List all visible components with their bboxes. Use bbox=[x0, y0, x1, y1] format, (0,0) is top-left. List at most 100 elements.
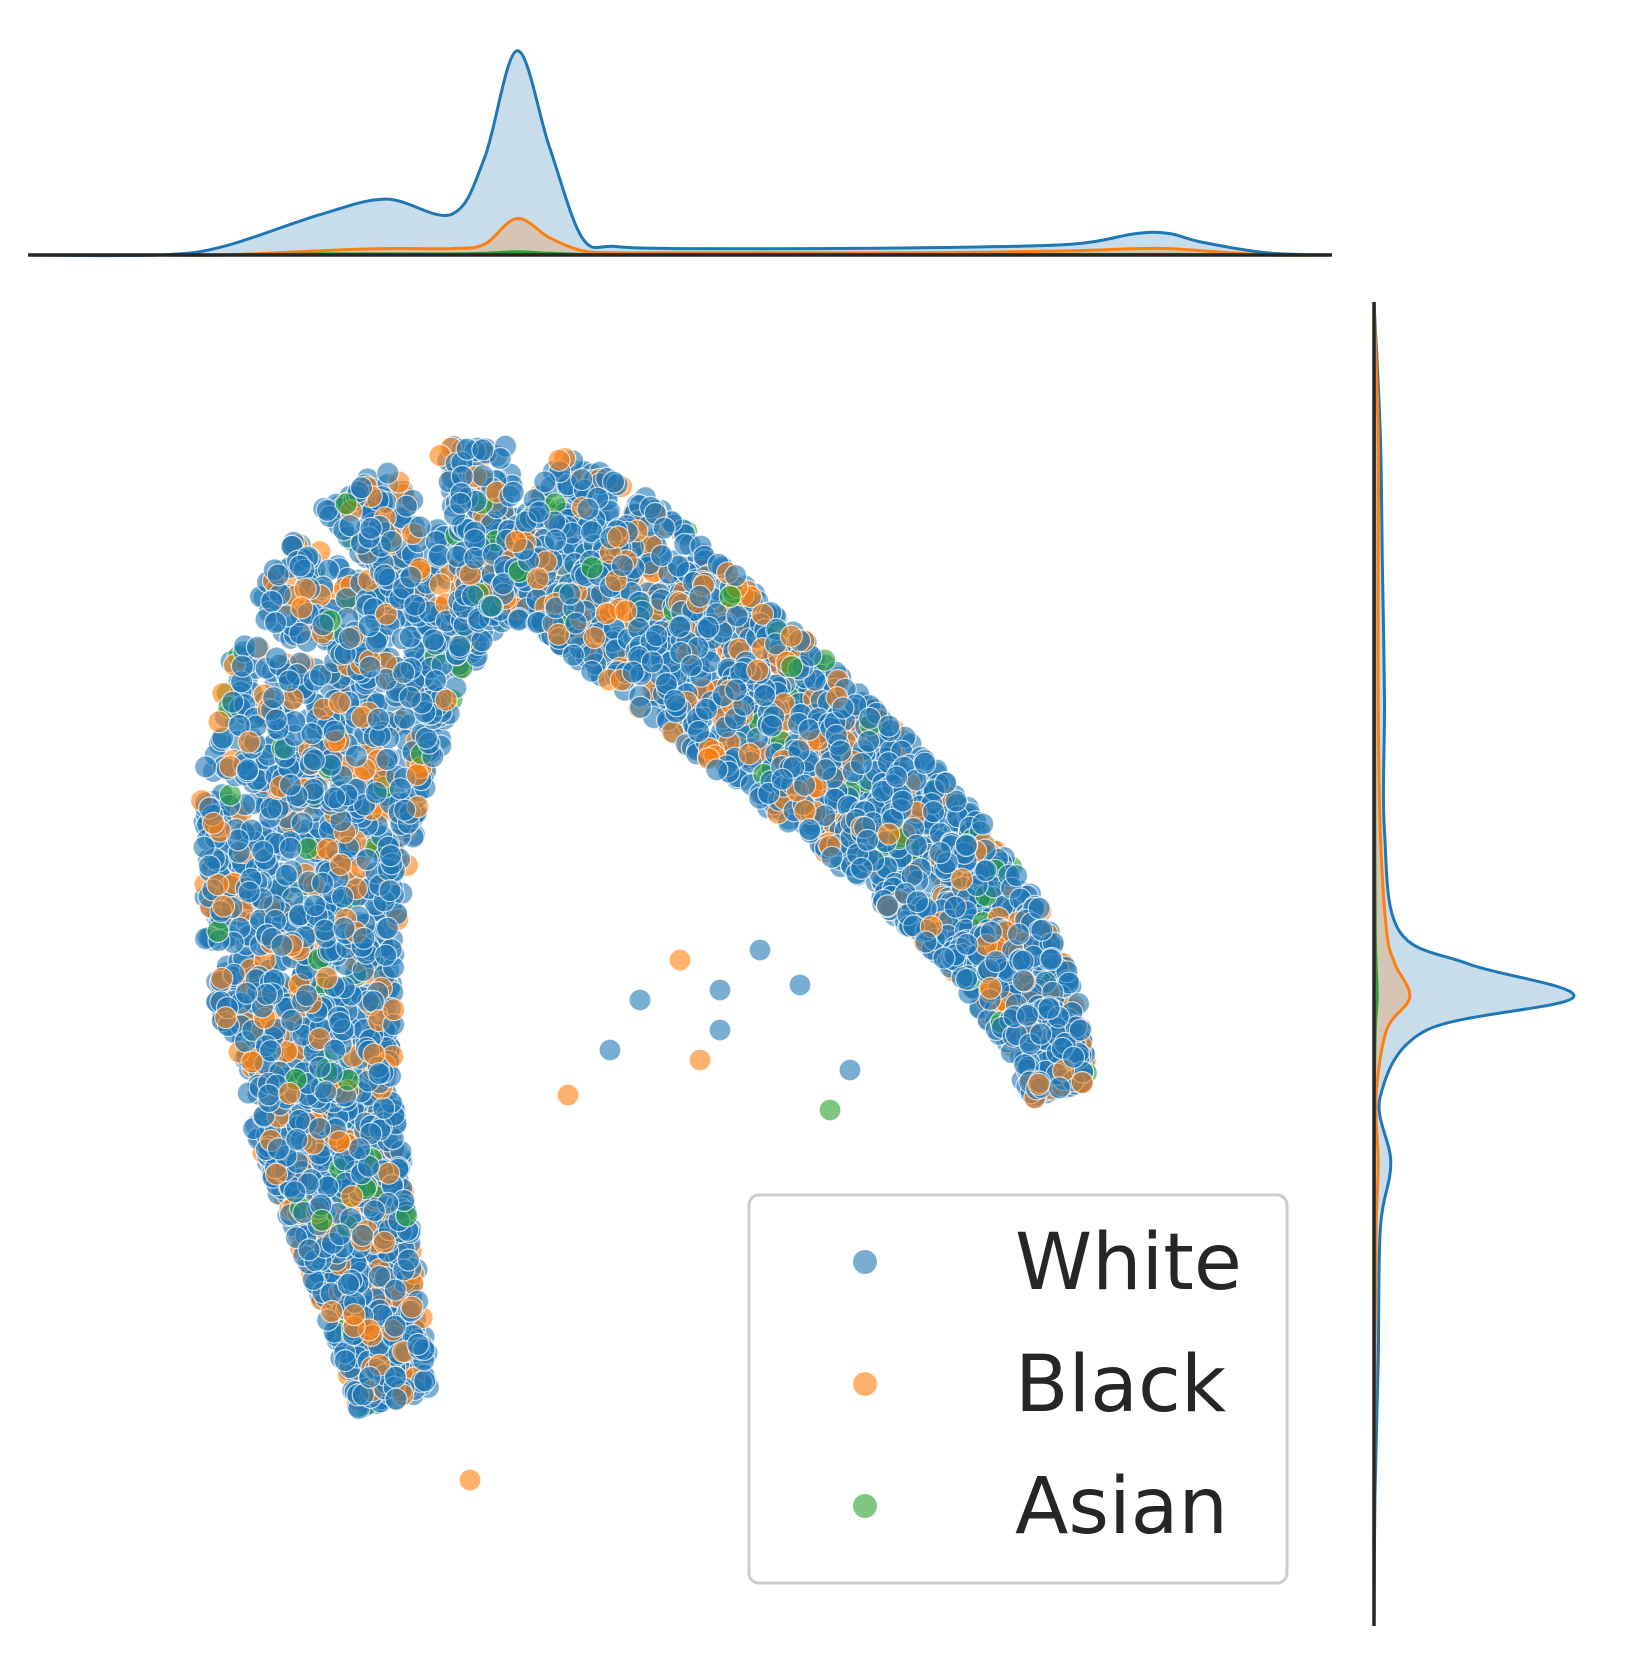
scatter-point-white bbox=[667, 615, 692, 639]
scatter-point-white bbox=[760, 714, 784, 738]
scatter-point-white bbox=[1047, 1076, 1072, 1100]
scatter-point-white bbox=[379, 844, 403, 868]
scatter-point-white bbox=[251, 839, 275, 864]
scatter-point-white bbox=[621, 660, 645, 684]
scatter-point-white bbox=[349, 476, 374, 500]
scatter-point-white bbox=[856, 729, 881, 754]
scatter-point-black bbox=[737, 742, 762, 766]
scatter-point-white bbox=[388, 777, 412, 801]
scatter-point-white bbox=[576, 497, 600, 521]
scatter-point-white bbox=[449, 491, 473, 515]
scatter-point-white bbox=[287, 1108, 311, 1133]
scatter-point-black bbox=[746, 658, 770, 682]
scatter-point-black bbox=[377, 1161, 401, 1185]
scatter-point-black bbox=[668, 948, 692, 972]
scatter-point-black bbox=[606, 525, 630, 549]
scatter-point-white bbox=[696, 615, 721, 640]
scatter-point-white bbox=[943, 895, 967, 919]
scatter-point-white bbox=[650, 543, 674, 568]
right-kde-line-white bbox=[1372, 301, 1576, 1627]
scatter-point-white bbox=[230, 654, 254, 678]
scatter-point-white bbox=[725, 604, 749, 628]
scatter-point-white bbox=[333, 1348, 357, 1373]
legend-label-white: White bbox=[1015, 1218, 1242, 1308]
scatter-point-white bbox=[905, 889, 930, 914]
scatter-point-white bbox=[820, 845, 844, 869]
scatter-point-white bbox=[471, 438, 495, 462]
right-kde-fill-black bbox=[1373, 302, 1410, 1626]
legend-label-black: Black bbox=[1015, 1340, 1226, 1430]
scatter-point-white bbox=[628, 695, 653, 719]
scatter-point-white bbox=[328, 1010, 352, 1035]
scatter-point-black bbox=[206, 872, 230, 897]
scatter-point-white bbox=[260, 589, 284, 614]
scatter-point-white bbox=[1068, 1018, 1092, 1042]
scatter-point-white bbox=[979, 920, 1003, 944]
scatter-point-white bbox=[527, 500, 551, 524]
scatter-point-white bbox=[543, 528, 568, 552]
scatter-point-black bbox=[504, 530, 528, 554]
scatter-point-black bbox=[277, 1081, 302, 1105]
scatter-point-white bbox=[308, 1055, 332, 1079]
scatter-point-black bbox=[320, 1299, 344, 1324]
scatter-point-black bbox=[214, 1005, 238, 1030]
scatter-point-white bbox=[831, 696, 855, 720]
scatter-point-white bbox=[849, 856, 874, 881]
scatter-point-white bbox=[501, 480, 525, 504]
scatter-point-black bbox=[327, 691, 352, 715]
scatter-point-white bbox=[688, 584, 712, 608]
scatter-point-black bbox=[212, 894, 236, 918]
scatter-point-white bbox=[323, 1038, 347, 1062]
scatter-point-white bbox=[601, 470, 626, 494]
scatter-point-white bbox=[350, 1223, 375, 1248]
scatter-point-white bbox=[914, 930, 938, 954]
scatter-point-white bbox=[235, 981, 259, 1005]
scatter-point-white bbox=[376, 916, 400, 940]
scatter-point-white bbox=[355, 847, 379, 872]
scatter-point-black bbox=[342, 1303, 366, 1327]
scatter-point-white bbox=[311, 871, 335, 895]
scatter-point-white bbox=[283, 1180, 307, 1204]
right-marginal-kde bbox=[1372, 301, 1576, 1627]
scatter-point-white bbox=[344, 744, 368, 768]
scatter-point-white bbox=[285, 1127, 309, 1152]
scatter-point-white bbox=[564, 611, 588, 635]
scatter-point-white bbox=[266, 563, 290, 587]
scatter-point-white bbox=[280, 1008, 304, 1033]
scatter-point-white bbox=[1015, 1003, 1040, 1028]
scatter-point-black bbox=[556, 1083, 580, 1107]
scatter-point-white bbox=[278, 773, 302, 797]
scatter-point-white bbox=[366, 707, 390, 731]
scatter-point-white bbox=[364, 781, 388, 805]
scatter-point-black bbox=[594, 601, 619, 626]
scatter-point-white bbox=[383, 1365, 407, 1389]
scatter-point-white bbox=[686, 719, 711, 744]
scatter-point-white bbox=[1011, 969, 1036, 993]
scatter-point-black bbox=[877, 822, 901, 846]
scatter-point-black bbox=[1027, 1072, 1051, 1096]
scatter-point-white bbox=[570, 467, 594, 492]
scatter-point-white bbox=[266, 1137, 290, 1161]
scatter-point-white bbox=[194, 755, 218, 779]
scatter-point-white bbox=[392, 660, 416, 685]
scatter-point-white bbox=[724, 564, 748, 588]
right-kde-fill-white bbox=[1374, 302, 1574, 1626]
scatter-point-white bbox=[332, 916, 356, 940]
scatter-point-white bbox=[359, 516, 383, 541]
scatter-point-black bbox=[264, 1162, 289, 1186]
scatter-point-white bbox=[278, 836, 302, 860]
scatter-point-white bbox=[290, 811, 314, 835]
scatter-point-white bbox=[384, 1387, 408, 1411]
top-kde-line-black bbox=[28, 216, 1333, 257]
scatter-point-white bbox=[663, 688, 687, 712]
scatter-point-asian bbox=[580, 556, 604, 580]
scatter-point-white bbox=[724, 678, 748, 702]
scatter-point-white bbox=[302, 748, 326, 772]
scatter-point-white bbox=[954, 833, 978, 858]
scatter-point-black bbox=[237, 730, 261, 754]
scatter-point-white bbox=[245, 635, 269, 659]
scatter-point-asian bbox=[310, 1208, 334, 1232]
scatter-points bbox=[190, 434, 1098, 1492]
scatter-point-white bbox=[257, 1083, 281, 1107]
scatter-point-white bbox=[393, 798, 417, 822]
